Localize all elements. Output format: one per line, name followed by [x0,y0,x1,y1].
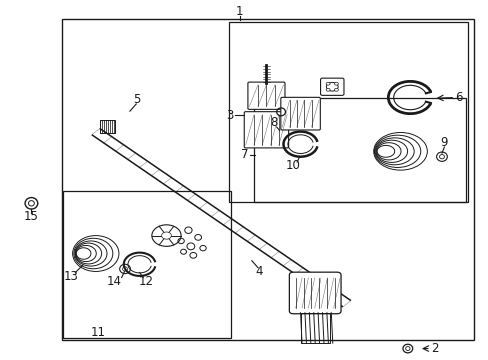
FancyBboxPatch shape [280,97,320,130]
Circle shape [161,232,171,239]
Text: 3: 3 [226,109,233,122]
Ellipse shape [28,201,34,206]
FancyBboxPatch shape [247,82,285,109]
Bar [61,19,473,339]
Text: 8: 8 [269,116,277,129]
FancyBboxPatch shape [289,272,340,314]
Text: 1: 1 [235,5,243,18]
Circle shape [325,88,329,91]
Bar [100,120,115,133]
Text: 5: 5 [133,93,141,106]
Text: 15: 15 [24,210,39,223]
Text: 11: 11 [91,326,105,339]
Bar [228,22,467,202]
Circle shape [326,82,337,91]
Circle shape [334,88,338,91]
FancyBboxPatch shape [320,78,343,95]
Ellipse shape [439,154,444,159]
Text: 2: 2 [430,342,438,355]
Circle shape [152,225,181,246]
Text: 14: 14 [106,275,121,288]
Text: 6: 6 [454,91,462,104]
Text: 12: 12 [138,275,153,288]
Text: 13: 13 [64,270,79,283]
Circle shape [325,82,329,85]
Ellipse shape [405,347,409,351]
FancyBboxPatch shape [244,112,288,148]
Ellipse shape [436,152,447,161]
Bar [63,191,231,338]
Text: 7: 7 [240,148,248,161]
Text: 9: 9 [440,136,447,149]
Circle shape [334,82,338,85]
Bar [254,98,466,202]
Ellipse shape [25,198,38,209]
Text: 4: 4 [255,265,263,278]
Bar [300,313,329,343]
Text: 10: 10 [285,159,300,172]
Ellipse shape [402,344,412,353]
